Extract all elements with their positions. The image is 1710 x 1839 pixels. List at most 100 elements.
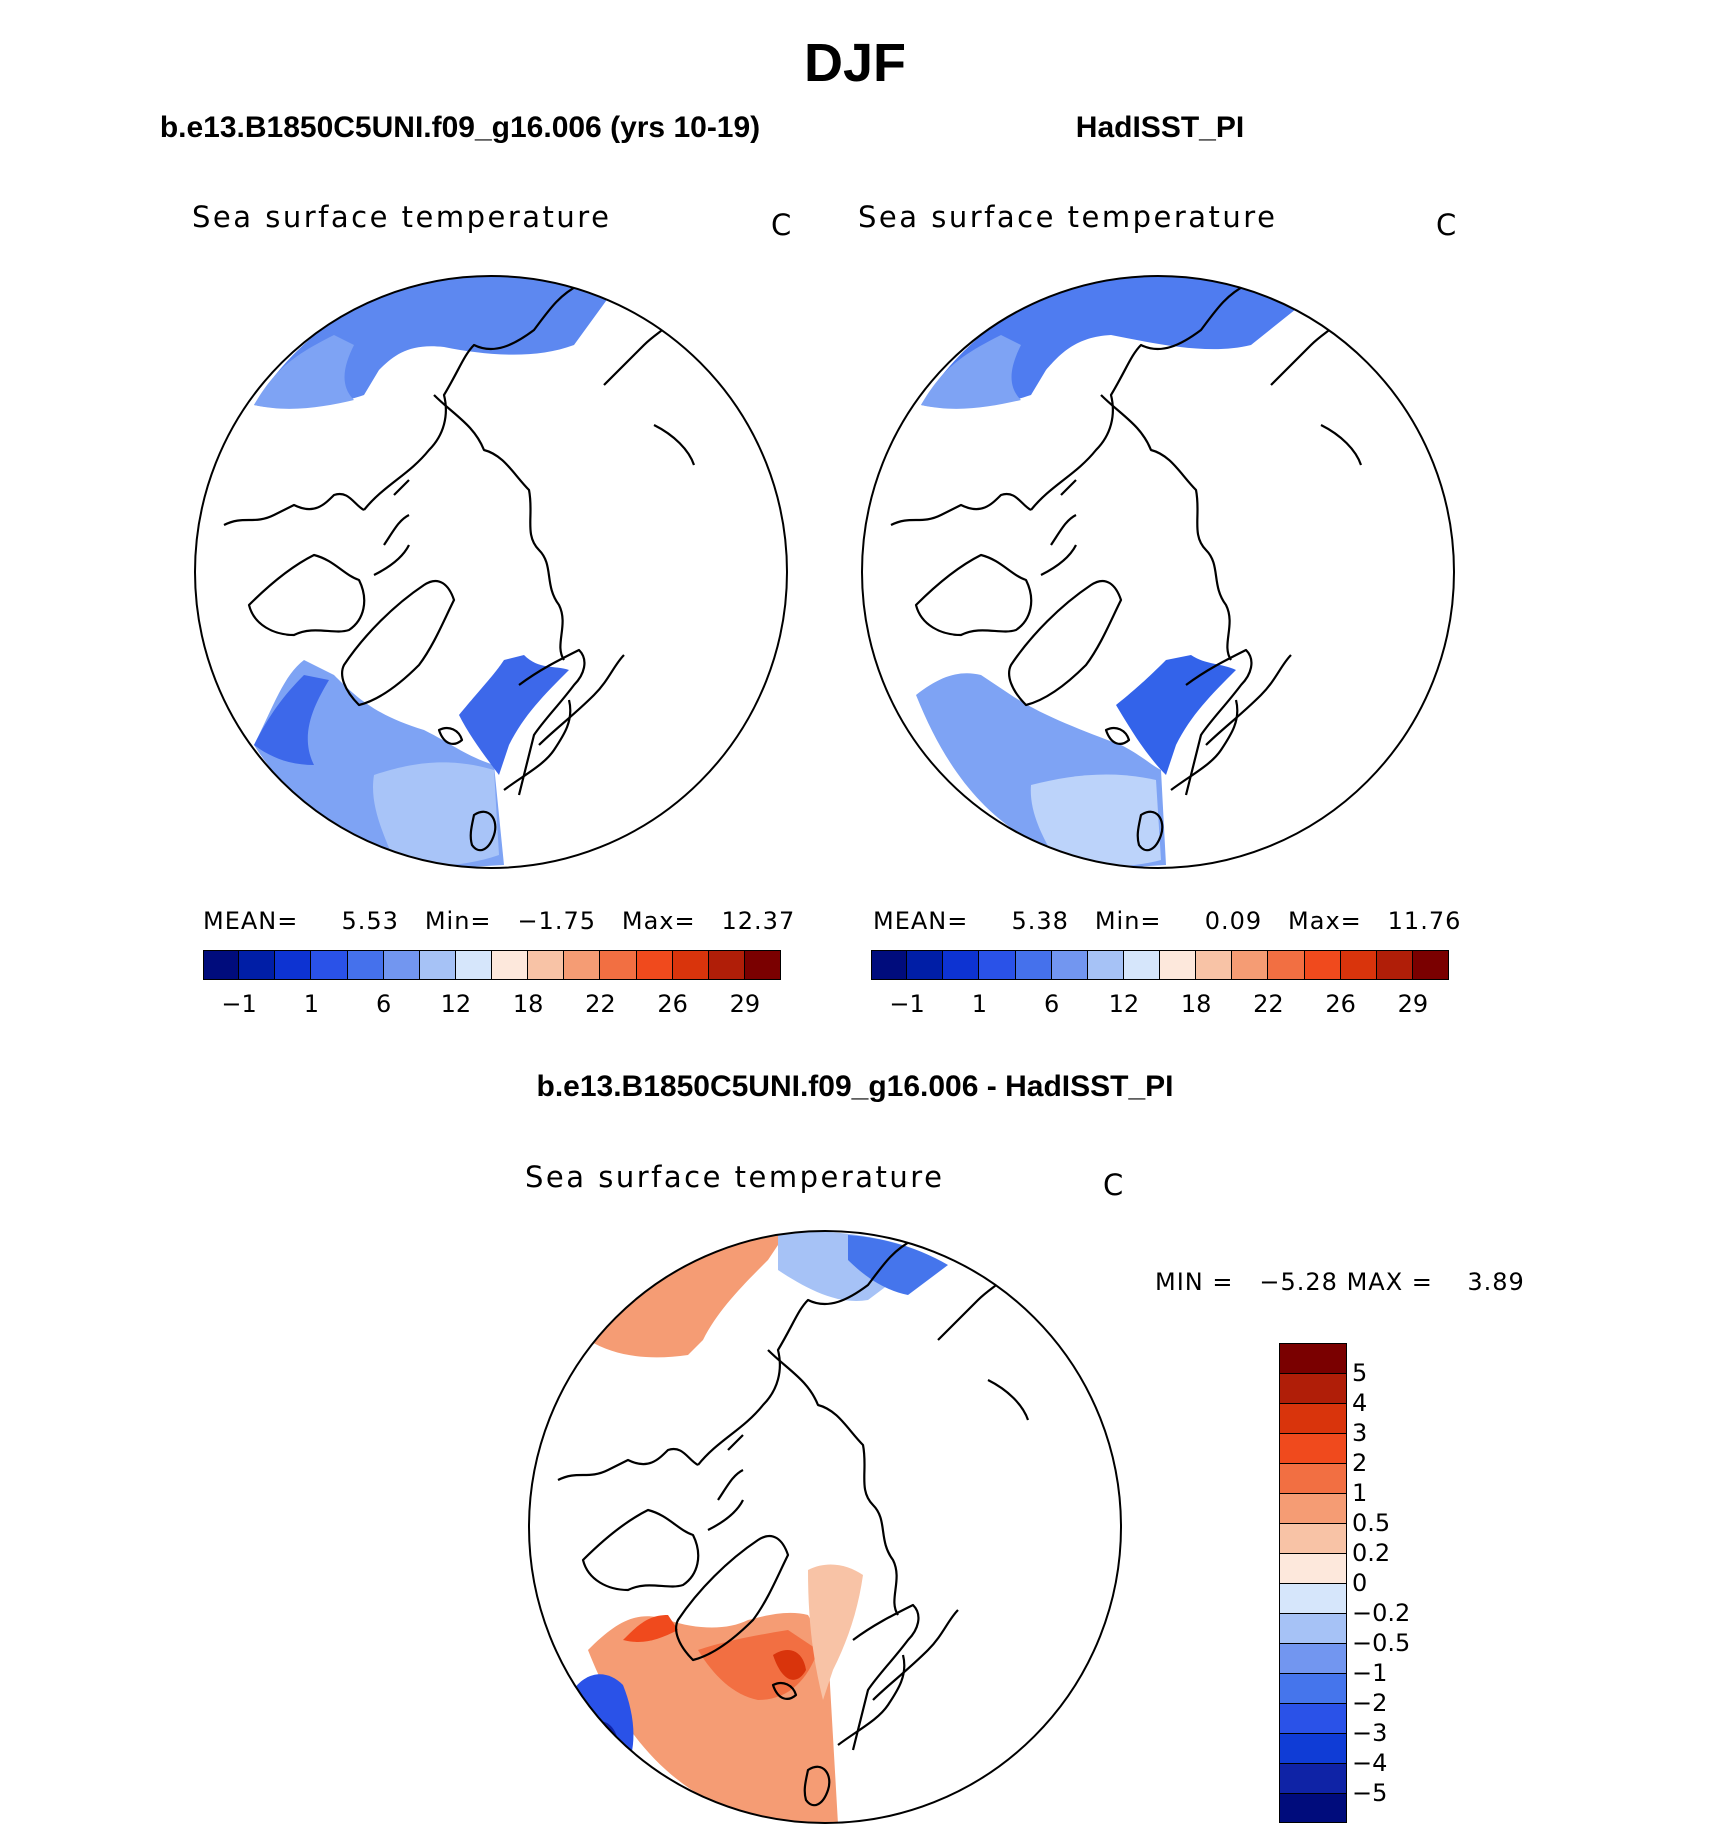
panel-1-colorbar-labels: −1 1 6 12 18 22 26 29 bbox=[203, 990, 781, 1020]
diff-icelandic-hot bbox=[773, 1650, 806, 1680]
colorbar-swatch bbox=[1340, 950, 1377, 980]
colorbar-swatch bbox=[455, 950, 492, 980]
max-value: 11.76 bbox=[1387, 907, 1462, 935]
panel-1-unit-label: C bbox=[771, 208, 792, 242]
colorbar-swatch bbox=[1304, 950, 1341, 980]
colorbar-tick-label: 12 bbox=[1108, 990, 1140, 1018]
colorbar-tick-label: −4 bbox=[1352, 1749, 1388, 1777]
panel-2-variable-label: Sea surface temperature bbox=[858, 200, 1278, 234]
colorbar-swatch bbox=[1279, 1733, 1347, 1763]
panel-2-title: HadISST_PI bbox=[1075, 111, 1245, 144]
colorbar-frame bbox=[203, 950, 781, 980]
colorbar-swatch bbox=[708, 950, 745, 980]
mean-value: 5.38 bbox=[1011, 907, 1069, 935]
colorbar-swatch bbox=[1279, 1553, 1347, 1583]
colorbar-swatch bbox=[1279, 1403, 1347, 1433]
diff-norway-warm bbox=[808, 1564, 863, 1700]
min-label: Min= bbox=[424, 907, 492, 935]
colorbar-swatch bbox=[744, 950, 781, 980]
colorbar-swatch bbox=[1279, 1493, 1347, 1523]
min-label: Min= bbox=[1094, 907, 1162, 935]
panel-3-variable-label: Sea surface temperature bbox=[525, 1160, 945, 1194]
colorbar-swatch bbox=[636, 950, 673, 980]
max-value: 3.89 bbox=[1467, 1268, 1525, 1296]
max-label: MAX = bbox=[1346, 1268, 1433, 1296]
panel-3-colorbar bbox=[1279, 1343, 1347, 1823]
mean-value: 5.53 bbox=[341, 907, 399, 935]
colorbar-tick-label: −1 bbox=[221, 990, 257, 1018]
diff-greenland-hot bbox=[623, 1615, 678, 1642]
colorbar-tick-label: −0.5 bbox=[1352, 1629, 1411, 1657]
panel-2-unit-label: C bbox=[1436, 208, 1457, 242]
colorbar-swatch bbox=[672, 950, 709, 980]
colorbar-swatch bbox=[492, 950, 529, 980]
colorbar-swatch bbox=[1232, 950, 1269, 980]
colorbar-tick-label: 5 bbox=[1352, 1359, 1368, 1387]
sst-pacific-west-fill bbox=[921, 335, 1021, 409]
colorbar-tick-label: −2 bbox=[1352, 1689, 1388, 1717]
colorbar-tick-label: 1 bbox=[1352, 1479, 1368, 1507]
panel-3-title: b.e13.B1850C5UNI.f09_g16.006 - HadISST_P… bbox=[536, 1070, 1174, 1103]
panel-3-unit-label: C bbox=[1103, 1168, 1124, 1202]
colorbar-tick-label: 0.5 bbox=[1352, 1509, 1391, 1537]
figure-title: DJF bbox=[803, 33, 906, 93]
min-value: −5.28 bbox=[1259, 1268, 1338, 1296]
colorbar-swatch bbox=[1279, 1463, 1347, 1493]
colorbar-swatch bbox=[1196, 950, 1233, 980]
colorbar-swatch bbox=[203, 950, 240, 980]
colorbar-swatch bbox=[311, 950, 348, 980]
colorbar-swatch bbox=[239, 950, 276, 980]
sst-norwegian-fill bbox=[459, 655, 569, 775]
diff-pacific-warm bbox=[588, 1231, 788, 1358]
colorbar-swatch bbox=[1279, 1763, 1347, 1793]
panel-2-map bbox=[861, 275, 1455, 869]
colorbar-tick-label: 18 bbox=[1180, 990, 1212, 1018]
colorbar-swatch bbox=[383, 950, 420, 980]
colorbar-swatch bbox=[1051, 950, 1088, 980]
colorbar-swatch bbox=[1279, 1583, 1347, 1613]
panel-2-colorbar bbox=[871, 950, 1449, 980]
colorbar-swatch bbox=[564, 950, 601, 980]
sst-pacific-fill bbox=[921, 276, 1301, 409]
max-value: 12.37 bbox=[721, 907, 796, 935]
min-value: 0.09 bbox=[1204, 907, 1263, 935]
diff-atlantic-hot bbox=[698, 1630, 818, 1700]
panel-1-variable-label: Sea surface temperature bbox=[192, 200, 612, 234]
colorbar-tick-label: 18 bbox=[512, 990, 544, 1018]
colorbar-tick-label: 12 bbox=[440, 990, 472, 1018]
colorbar-tick-label: −1 bbox=[1352, 1659, 1388, 1687]
colorbar-tick-label: −5 bbox=[1352, 1779, 1388, 1807]
min-value: −1.75 bbox=[517, 907, 596, 935]
colorbar-swatch bbox=[943, 950, 980, 980]
colorbar-swatch bbox=[1123, 950, 1160, 980]
colorbar-tick-label: 1 bbox=[971, 990, 988, 1018]
colorbar-swatch bbox=[1279, 1433, 1347, 1463]
mean-label: MEAN= bbox=[873, 907, 969, 935]
colorbar-swatch bbox=[1279, 1793, 1347, 1823]
colorbar-swatch bbox=[419, 950, 456, 980]
sst-labrador-fill bbox=[254, 675, 329, 765]
colorbar-frame bbox=[871, 950, 1449, 980]
colorbar-swatch bbox=[871, 950, 908, 980]
colorbar-swatch bbox=[1376, 950, 1413, 980]
colorbar-swatch bbox=[1279, 1703, 1347, 1733]
colorbar-swatch bbox=[1160, 950, 1197, 980]
panel-1-colorbar bbox=[203, 950, 781, 980]
colorbar-swatch bbox=[1279, 1523, 1347, 1553]
colorbar-swatch bbox=[600, 950, 637, 980]
colorbar-swatch bbox=[1015, 950, 1052, 980]
colorbar-swatch bbox=[1279, 1613, 1347, 1643]
colorbar-swatch bbox=[347, 950, 384, 980]
mean-label: MEAN= bbox=[203, 907, 299, 935]
panel-3-stats: MIN = −5.28 MAX = 3.89 bbox=[1155, 1268, 1525, 1296]
colorbar-tick-label: 6 bbox=[1043, 990, 1060, 1018]
colorbar-tick-label: −0.2 bbox=[1352, 1599, 1411, 1627]
colorbar-tick-label: 29 bbox=[1397, 990, 1429, 1018]
colorbar-tick-label: 6 bbox=[375, 990, 392, 1018]
colorbar-swatch bbox=[1279, 1673, 1347, 1703]
colorbar-swatch bbox=[275, 950, 312, 980]
colorbar-tick-label: 26 bbox=[657, 990, 688, 1018]
sst-atlantic-warm-fill bbox=[1030, 774, 1161, 867]
colorbar-swatch bbox=[528, 950, 565, 980]
max-label: Max= bbox=[1288, 907, 1362, 935]
